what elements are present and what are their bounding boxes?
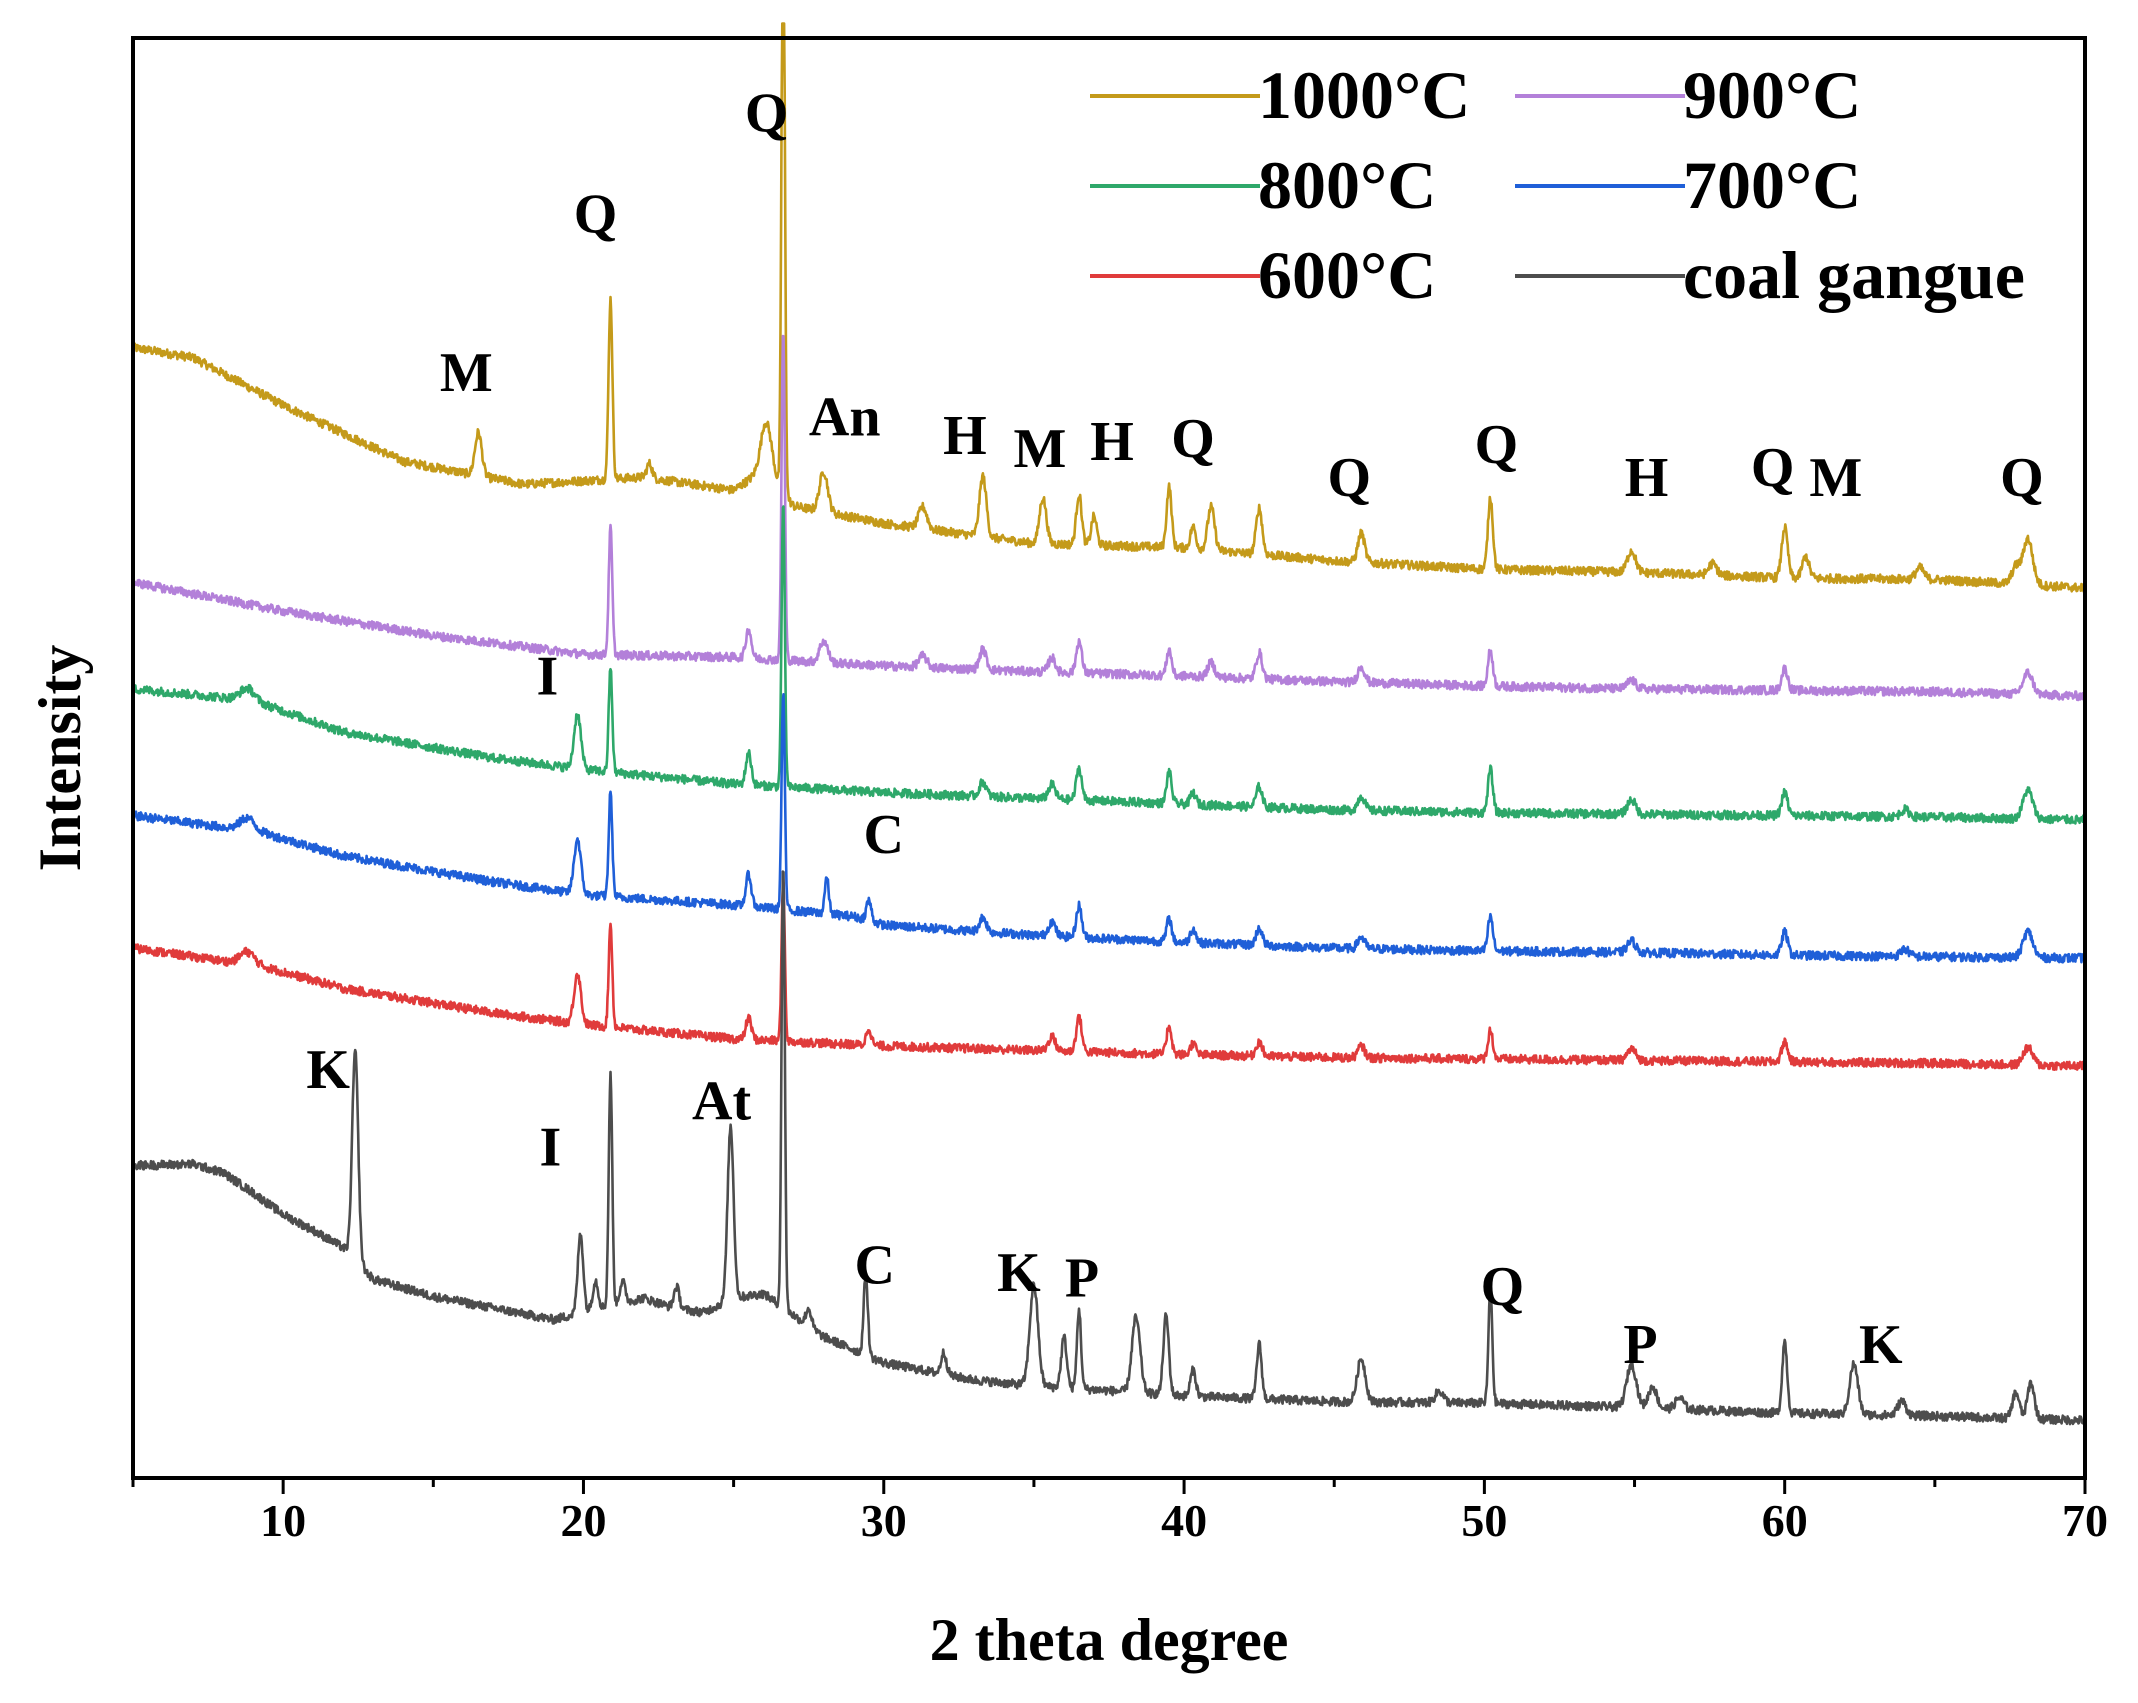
peak-label: Q [1751, 437, 1795, 499]
x-tick-label: 40 [1161, 1495, 1207, 1546]
x-axis: 10 20 30 40 50 60 70 [131, 1478, 2108, 1546]
peak-label: K [1859, 1314, 1903, 1376]
x-tick-label: 20 [560, 1495, 606, 1546]
series-line-700-c [131, 693, 2087, 964]
x-axis-title: 2 theta degree [930, 1607, 1289, 1673]
peak-label: Q [1481, 1256, 1525, 1318]
legend-label-800-c: 800°C [1258, 147, 1436, 223]
peak-label: M [1809, 447, 1862, 509]
peak-label: H [1090, 411, 1134, 473]
peak-label: C [864, 804, 904, 866]
legend-label-900-c: 900°C [1683, 57, 1861, 133]
peak-label: I [537, 646, 559, 708]
series-line-1000-c [131, 22, 2087, 593]
series-line-900-c [131, 334, 2087, 702]
peak-label: I [540, 1117, 562, 1179]
peak-label: C [855, 1235, 895, 1297]
legend-label-1000-c: 1000°C [1258, 57, 1470, 133]
peak-label: M [1013, 418, 1066, 480]
series-line-600-c [131, 881, 2087, 1071]
series-group [131, 22, 2087, 1426]
peak-label: M [440, 342, 493, 404]
peak-label: Q [1475, 414, 1519, 476]
peak-label: H [943, 405, 987, 467]
x-tick-label: 50 [1461, 1495, 1507, 1546]
series-line-800-c [131, 505, 2087, 825]
peak-label: Q [745, 83, 789, 145]
legend: 1000°C 900°C 800°C 700°C 600°C coal gangue [1090, 57, 2025, 313]
peak-label: K [306, 1039, 350, 1101]
y-axis-title: Intensity [27, 645, 93, 872]
peak-label: At [692, 1070, 751, 1132]
x-tick-label: 60 [1762, 1495, 1808, 1546]
peak-label: H [1625, 447, 1669, 509]
peak-label: P [1065, 1248, 1099, 1310]
peak-label: P [1623, 1314, 1657, 1376]
peak-label: Q [1171, 408, 1215, 470]
peak-label: Q [574, 183, 618, 245]
legend-label-600-c: 600°C [1258, 237, 1436, 313]
x-tick-label: 10 [260, 1495, 306, 1546]
legend-label-coal-gangue: coal gangue [1683, 237, 2025, 313]
x-tick-label: 30 [861, 1495, 907, 1546]
legend-label-700-c: 700°C [1683, 147, 1861, 223]
x-tick-label: 70 [2062, 1495, 2108, 1546]
peak-label: An [809, 386, 881, 448]
series-line-coal-gangue [131, 870, 2087, 1426]
peak-label: Q [1327, 447, 1371, 509]
peak-label: K [997, 1242, 1041, 1304]
plot-frame [131, 36, 2087, 1480]
peak-label: Q [2000, 447, 2044, 509]
